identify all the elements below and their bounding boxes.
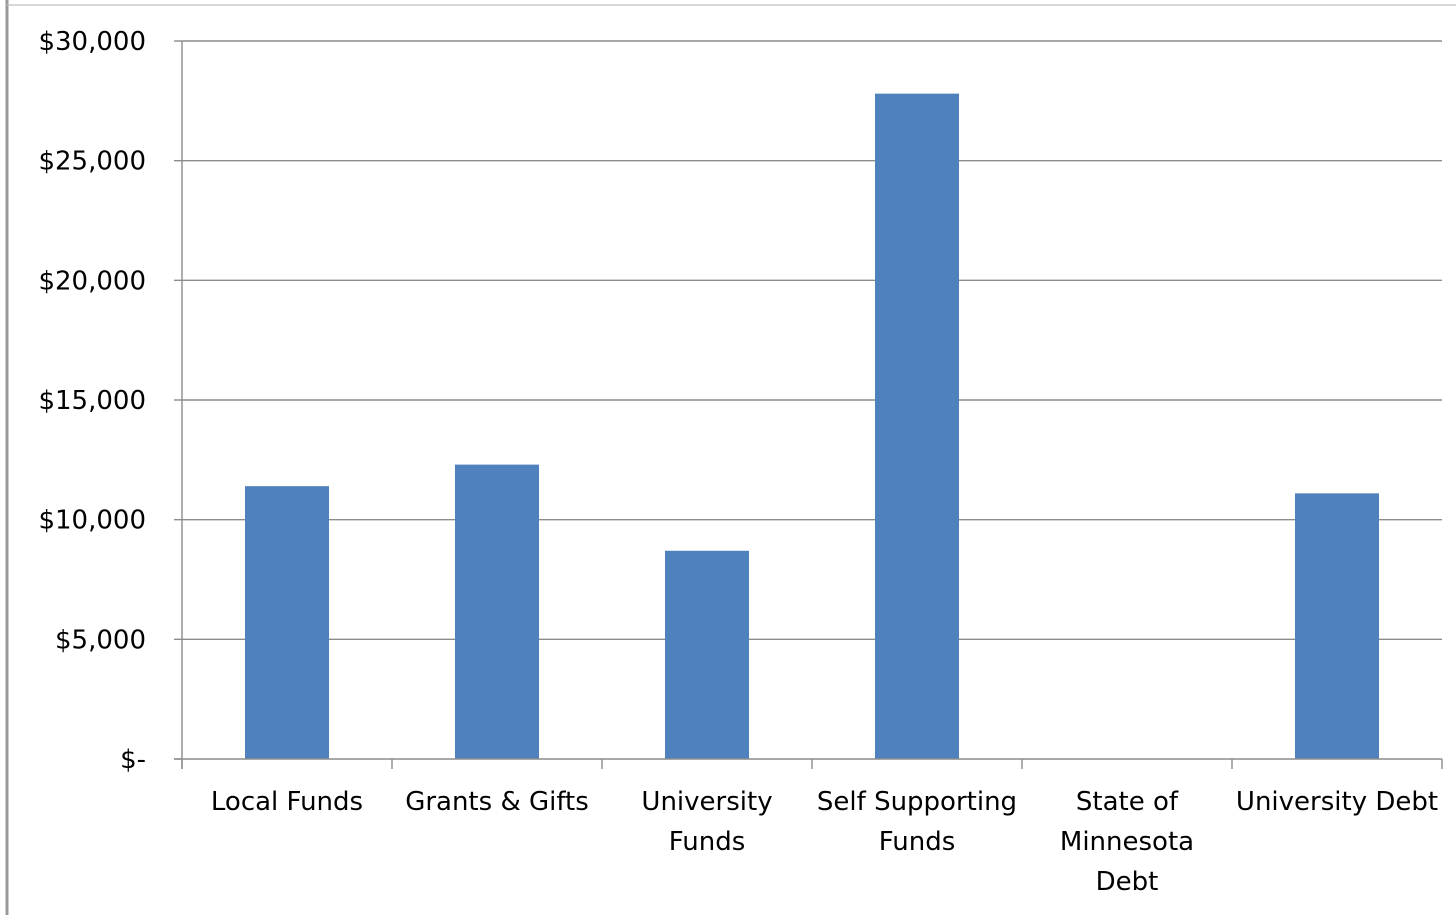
x-tick-label-3-line-0: Self Supporting xyxy=(817,787,1017,817)
x-tick-label-2-line-1: Funds xyxy=(669,827,746,857)
x-tick-label-5-line-0: University Debt xyxy=(1236,787,1438,817)
x-tick-label-4-line-1: Minnesota xyxy=(1060,827,1194,857)
bars xyxy=(245,93,1379,760)
bar-2 xyxy=(665,550,749,759)
bar-0 xyxy=(245,486,329,759)
bar-3 xyxy=(875,93,959,760)
x-tick-label-2-line-0: University xyxy=(641,787,772,817)
bar-1 xyxy=(455,464,539,759)
y-tick-label-2: $10,000 xyxy=(38,506,146,536)
y-tick-label-3: $15,000 xyxy=(38,386,146,416)
x-tick-label-0-line-0: Local Funds xyxy=(211,787,363,817)
x-tick-label-4-line-0: State of xyxy=(1076,787,1179,817)
axes xyxy=(174,40,1443,769)
y-tick-label-0: $- xyxy=(120,745,146,775)
x-tick-label-3-line-1: Funds xyxy=(879,827,956,857)
x-tick-label-4-line-2: Debt xyxy=(1096,867,1159,897)
y-tick-label-6: $30,000 xyxy=(38,27,146,57)
y-tick-label-4: $20,000 xyxy=(38,266,146,296)
gridlines xyxy=(182,40,1442,641)
y-tick-labels: $- $5,000 $10,000 $15,000 $20,000 $25,000 $30,… xyxy=(38,27,146,775)
y-tick-label-1: $5,000 xyxy=(55,625,146,655)
x-tick-labels: Local Funds Grants & Gifts University Funds… xyxy=(211,787,1438,897)
y-tick-label-5: $25,000 xyxy=(38,147,146,177)
bar-5 xyxy=(1295,493,1379,759)
x-tick-label-1-line-0: Grants & Gifts xyxy=(405,787,589,817)
